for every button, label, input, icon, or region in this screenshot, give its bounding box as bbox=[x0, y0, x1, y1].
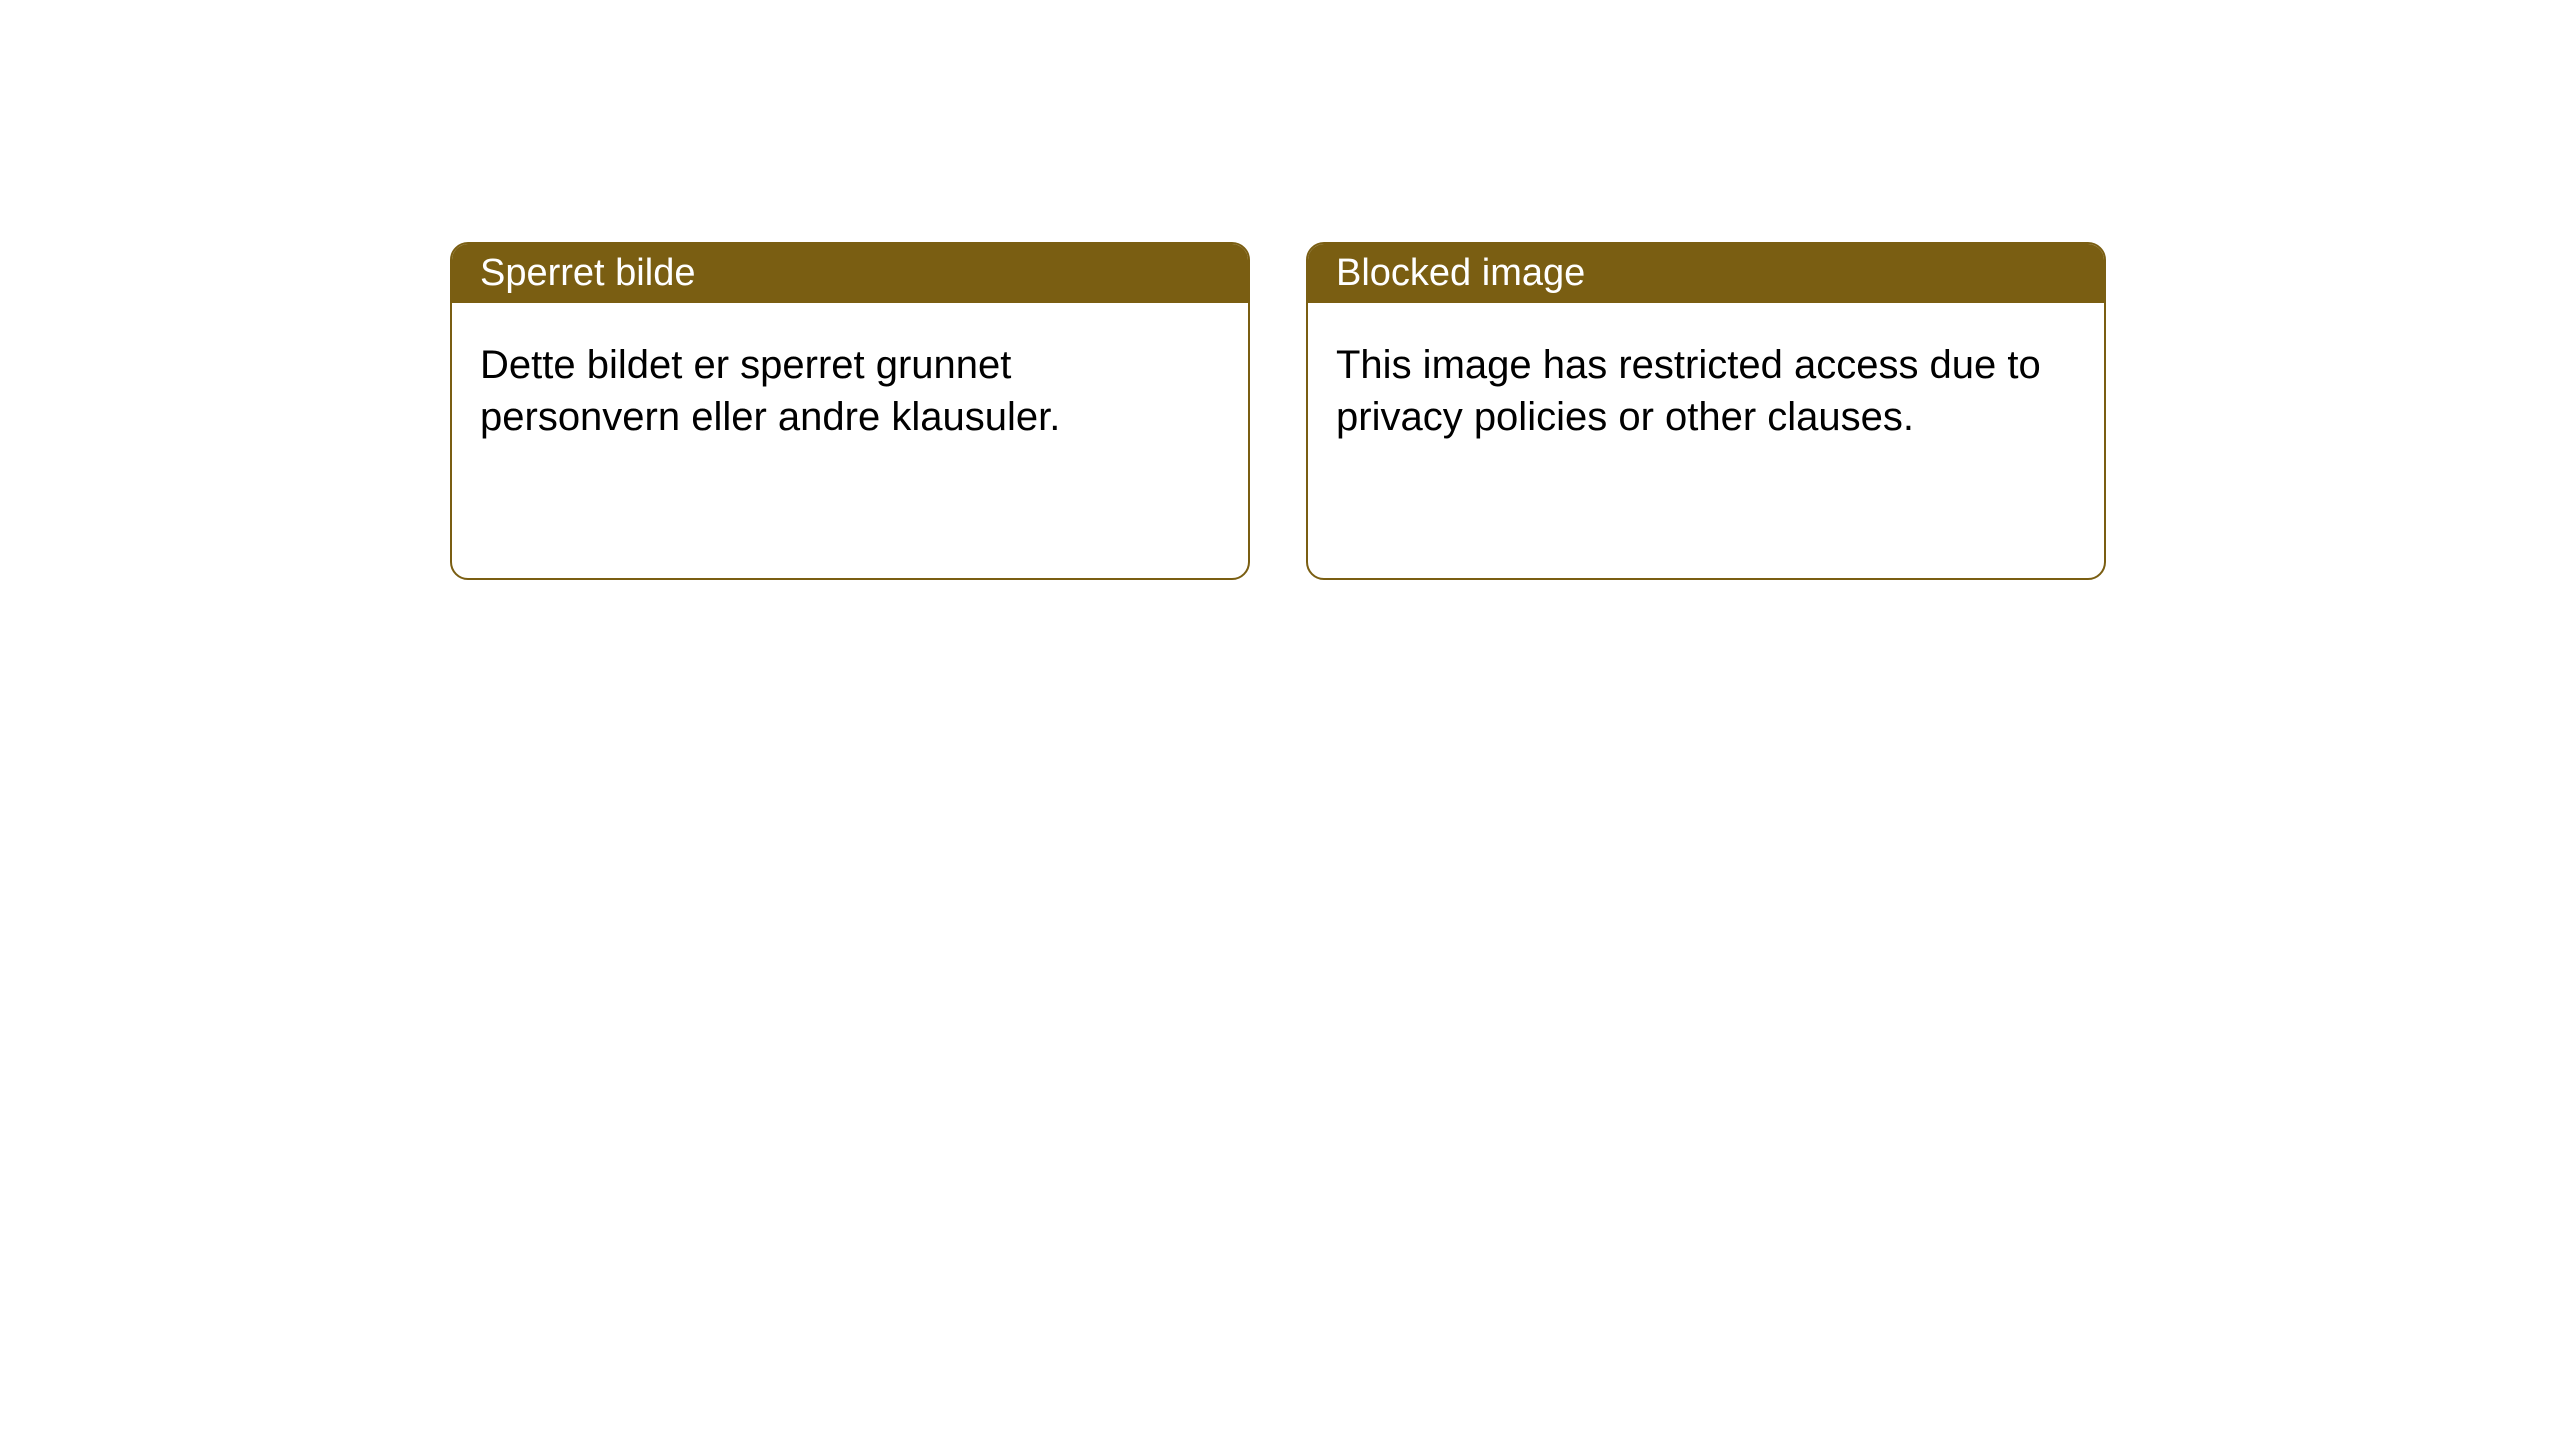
notice-header: Sperret bilde bbox=[452, 244, 1248, 303]
notice-body: This image has restricted access due to … bbox=[1308, 303, 2104, 479]
notice-card-norwegian: Sperret bilde Dette bildet er sperret gr… bbox=[450, 242, 1250, 580]
notice-body: Dette bildet er sperret grunnet personve… bbox=[452, 303, 1248, 479]
notice-card-english: Blocked image This image has restricted … bbox=[1306, 242, 2106, 580]
notice-header: Blocked image bbox=[1308, 244, 2104, 303]
notice-container: Sperret bilde Dette bildet er sperret gr… bbox=[0, 0, 2560, 580]
